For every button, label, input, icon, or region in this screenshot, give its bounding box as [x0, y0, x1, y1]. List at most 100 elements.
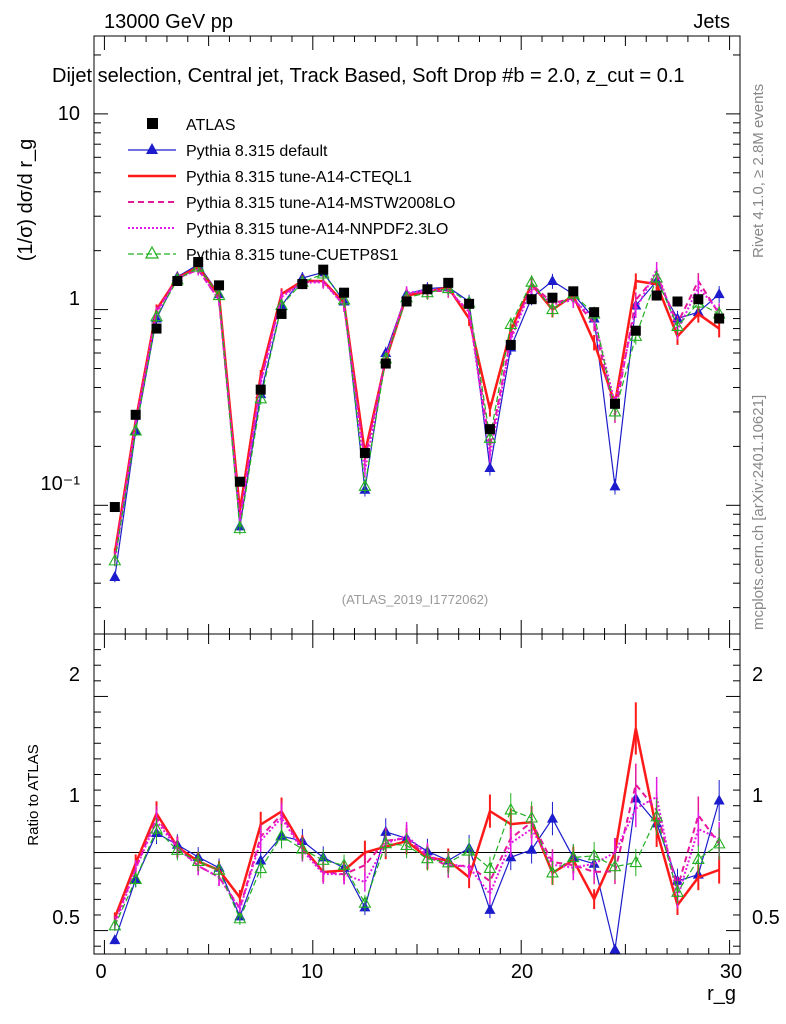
legend-cuetp8s1-marker: [144, 245, 160, 259]
legend-entry-default: Pythia 8.315 default: [128, 143, 328, 160]
legend-entry-atlas: ATLAS: [147, 117, 236, 134]
main-point-cuetp8s1: [358, 479, 372, 491]
ratio-point-default: [609, 943, 621, 954]
ratio-ytick-1-left: 1: [69, 785, 80, 807]
data-point: [276, 308, 287, 319]
ratio-point-default: [484, 903, 496, 914]
ratio-point-cuetp8s1: [691, 852, 705, 864]
main-point-cuetp8s1: [212, 288, 226, 301]
ratio-point-default: [526, 843, 538, 854]
main-point-default: [546, 274, 558, 285]
main-line-cteql1: [113, 265, 720, 554]
legend-cuetp8s1-label: Pythia 8.315 tune-CUETP8S1: [186, 247, 399, 264]
data-point: [526, 294, 537, 305]
ratio-point-default: [546, 812, 558, 823]
ratio-point-cuetp8s1: [212, 863, 226, 875]
main-point-cuetp8s1: [525, 275, 539, 287]
xtick-20: 20: [511, 961, 533, 983]
data-point: [464, 298, 475, 309]
ratio-point-cuetp8s1: [650, 809, 664, 822]
main-point-default: [109, 571, 121, 582]
data-point: [651, 290, 662, 301]
data-point: [297, 279, 308, 290]
data-point: [380, 358, 391, 369]
data-point: [714, 313, 725, 324]
data-point: [255, 384, 266, 395]
main-line-nnpdf: [113, 267, 720, 562]
legend-default-marker: [146, 143, 158, 154]
ratio-line-cuetp8s1: [114, 809, 720, 927]
legend-entry-cteql1: Pythia 8.315 tune-A14-CTEQL1: [128, 169, 412, 186]
ratio-point-cuetp8s1: [587, 848, 601, 861]
data-point: [484, 424, 495, 435]
data-point: [359, 448, 370, 459]
ratio-line-nnpdf: [113, 795, 720, 927]
ratio-point-cuetp8s1: [462, 843, 476, 856]
ratio-point-cuetp8s1: [254, 861, 268, 874]
ratio-point-cuetp8s1: [441, 855, 455, 868]
data-point: [505, 339, 516, 350]
main-point-cuetp8s1: [337, 292, 351, 305]
data-point: [589, 307, 600, 318]
main-point-default: [484, 462, 496, 473]
ratio-point-cuetp8s1: [608, 859, 622, 872]
ratio-point-cuetp8s1: [400, 838, 414, 850]
ratio-point-cuetp8s1: [295, 841, 309, 854]
rivet-label: Rivet 4.1.0, ≥ 2.8M events: [750, 84, 767, 258]
data-point: [130, 409, 141, 420]
data-point: [630, 325, 641, 336]
main-ytick-1: 1: [69, 288, 80, 310]
ratio-ytick-2-left: 2: [69, 664, 80, 686]
ratio-point-cuetp8s1: [316, 853, 330, 865]
data-point: [568, 286, 579, 297]
ratio-point-cuetp8s1: [671, 885, 684, 897]
mcplots-label: mcplots.cern.ch [arXiv:2401.10621]: [750, 395, 767, 630]
ratio-point-cuetp8s1: [108, 918, 122, 931]
main-point-default: [713, 288, 725, 299]
main-point-cuetp8s1: [546, 302, 559, 315]
ratio-point-cuetp8s1: [358, 896, 372, 908]
ratio-point-cuetp8s1: [191, 854, 205, 867]
data-point: [234, 476, 245, 487]
data-point: [693, 294, 704, 305]
ratio-line-cteql1: [113, 728, 720, 919]
data-point: [193, 257, 204, 268]
ratio-ytick-2-right: 2: [752, 664, 763, 686]
energy-label: 13000 GeV pp: [104, 11, 233, 33]
main-ytick-10: 10: [58, 103, 80, 125]
main-point-cuetp8s1: [150, 309, 163, 322]
ratio-point-cuetp8s1: [566, 850, 580, 863]
main-point-cuetp8s1: [483, 431, 497, 443]
ratio-point-default: [713, 794, 725, 805]
ratio-ytick-0p5-right: 0.5: [752, 907, 780, 929]
ratio-point-cuetp8s1: [504, 802, 518, 815]
data-point: [172, 275, 183, 286]
main-point-default: [609, 480, 621, 491]
axis-ticks: [94, 36, 740, 954]
main-point-cuetp8s1: [254, 391, 268, 404]
ratio-ytick-1-right: 1: [752, 785, 763, 807]
main-line-cuetp8s1: [114, 266, 720, 561]
data-point: [339, 287, 350, 298]
ratio-point-cuetp8s1: [525, 810, 539, 823]
data-point: [109, 502, 120, 513]
data-point: [422, 284, 433, 295]
ratio-point-cuetp8s1: [170, 843, 184, 855]
main-ytick-0p1: 10⁻¹: [41, 473, 81, 495]
main-point-cuetp8s1: [671, 319, 684, 332]
ratio-line-default: [114, 797, 720, 950]
main-point-cuetp8s1: [504, 317, 518, 329]
ratio-ytick-0p5-left: 0.5: [52, 907, 80, 929]
ratio-point-cuetp8s1: [379, 836, 393, 849]
ratio-y-axis-label: Ratio to ATLAS: [25, 744, 42, 845]
data-point: [214, 280, 225, 291]
xtick-30: 30: [720, 961, 742, 983]
legend-cteql1-label: Pythia 8.315 tune-A14-CTEQL1: [186, 169, 412, 186]
ratio-point-cuetp8s1: [483, 861, 497, 874]
ratio-point-cuetp8s1: [233, 911, 247, 924]
ratio-point-cuetp8s1: [629, 855, 643, 868]
data-point: [151, 323, 162, 334]
ratio-point-cuetp8s1: [546, 865, 559, 878]
main-line-mstw: [113, 268, 721, 557]
